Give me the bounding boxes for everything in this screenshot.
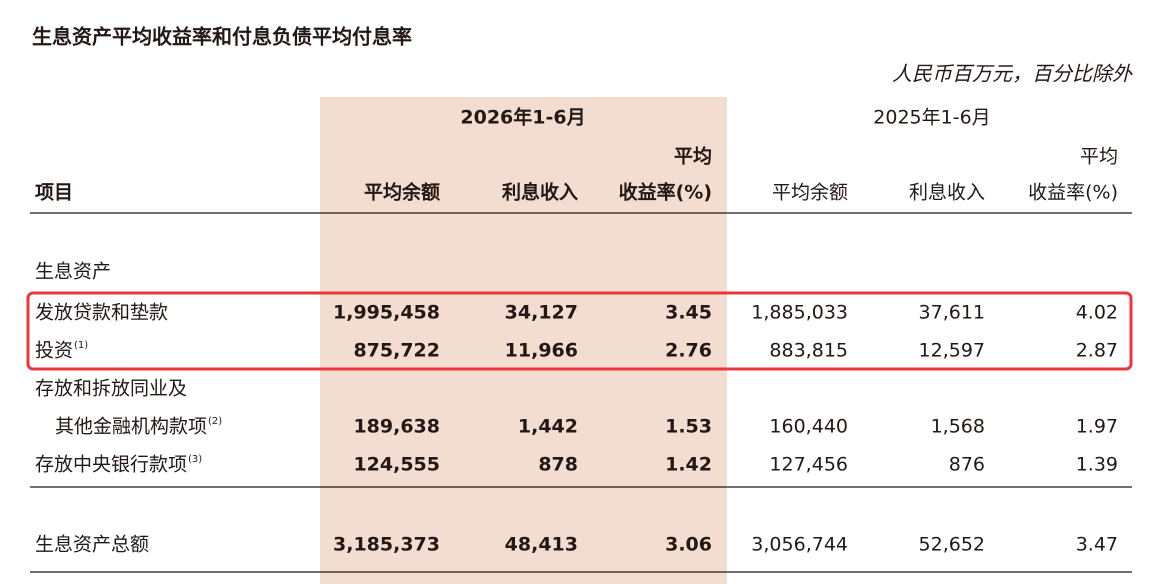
row-label: 存放中央银行款项: [35, 454, 187, 476]
cell-value: 878: [538, 454, 578, 476]
cell-value: 160,440: [769, 416, 848, 438]
cell-value: 3.45: [665, 302, 712, 324]
cell-value: 4.02: [1076, 302, 1118, 324]
cell-value: 883,815: [769, 340, 848, 362]
footnote-ref: (3): [188, 454, 202, 465]
cell-value: 1.53: [665, 416, 712, 438]
footnote-ref: (1): [74, 340, 88, 351]
cell-value: 875,722: [353, 340, 440, 362]
row-label: 投资: [35, 340, 73, 362]
item-header: 项目: [35, 182, 73, 204]
cell-value: 52,652: [919, 534, 985, 556]
cell-value: 1,885,033: [751, 302, 848, 324]
column-header: 收益率(%): [619, 181, 712, 204]
cell-value: 48,413: [505, 534, 578, 556]
cell-value: 34,127: [505, 302, 578, 324]
row-label: 存放和拆放同业及: [35, 378, 187, 400]
row-label: 生息资产总额: [35, 534, 149, 556]
column-header: 利息收入: [502, 181, 578, 204]
cell-value: 1.97: [1076, 416, 1118, 438]
unit-note: 人民币百万元，百分比除外: [892, 62, 1133, 86]
cell-value: 127,456: [769, 454, 848, 476]
cell-value: 1,568: [931, 416, 985, 438]
cell-value: 1.42: [665, 454, 712, 476]
cell-value: 3,056,744: [751, 534, 848, 556]
cell-value: 1.39: [1076, 454, 1118, 476]
cell-value: 12,597: [919, 340, 985, 362]
period-header: 2026年1-6月: [460, 106, 585, 129]
column-header: 利息收入: [909, 182, 985, 204]
title: 生息资产平均收益率和付息负债平均付息率: [32, 25, 412, 49]
column-header: 平均余额: [364, 181, 440, 204]
cell-value: 1,995,458: [333, 302, 440, 324]
cell-value: 11,966: [505, 340, 578, 362]
cell-value: 876: [949, 454, 985, 476]
column-header: 平均: [674, 145, 712, 168]
column-header: 平均: [1080, 146, 1118, 168]
highlight-box: [26, 291, 1133, 371]
cell-value: 2.87: [1076, 340, 1118, 362]
cell-value: 3.47: [1076, 534, 1118, 556]
row-label: 发放贷款和垫款: [35, 302, 168, 324]
column-header: 收益率(%): [1028, 182, 1118, 204]
column-header: 平均余额: [772, 182, 848, 204]
cell-value: 3,185,373: [333, 534, 440, 556]
cell-value: 2.76: [665, 340, 712, 362]
highlight-column-band: [320, 97, 727, 584]
cell-value: 37,611: [919, 302, 985, 324]
section-label: 生息资产: [35, 261, 111, 283]
row-label: 其他金融机构款项: [55, 416, 207, 438]
period-header: 2025年1-6月: [873, 107, 990, 129]
cell-value: 124,555: [353, 454, 440, 476]
cell-value: 189,638: [353, 416, 440, 438]
cell-value: 1,442: [518, 416, 578, 438]
footnote-ref: (2): [208, 416, 222, 427]
cell-value: 3.06: [665, 534, 712, 556]
